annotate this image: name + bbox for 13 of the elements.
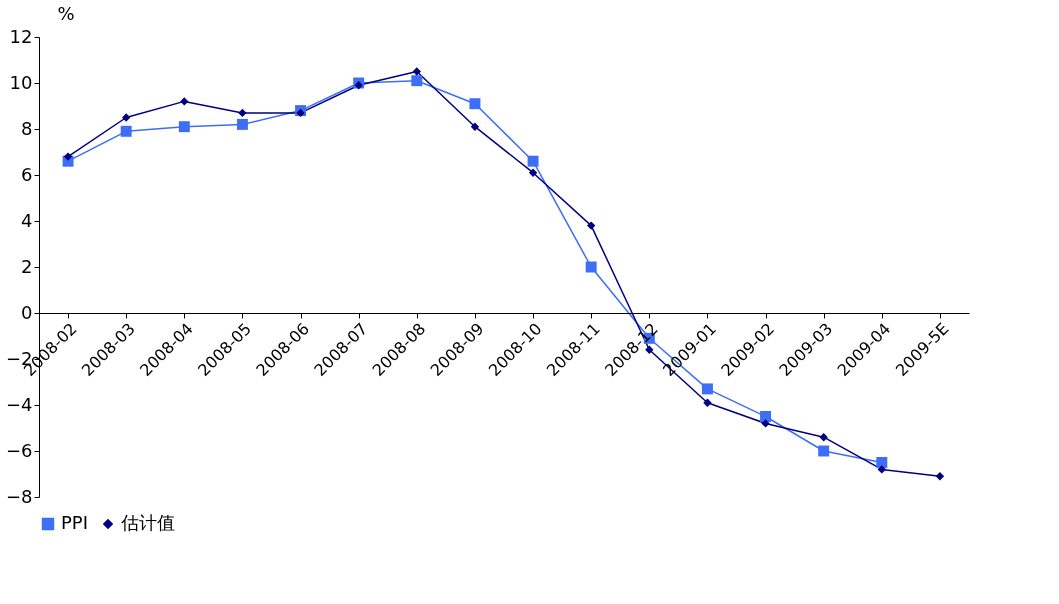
y-tick-label: −6 (5, 439, 33, 461)
y-tick-label: 8 (21, 117, 33, 139)
legend-label: 估计值 (120, 512, 175, 533)
y-tick-label: 2 (21, 255, 33, 277)
y-axis-title: % (57, 2, 75, 24)
y-tick-label: −4 (5, 393, 33, 415)
y-tick-label: −8 (5, 485, 33, 507)
y-tick-label: 10 (9, 71, 33, 93)
legend-label: PPI (61, 512, 89, 533)
y-tick-label: 12 (9, 25, 33, 47)
y-tick-label: 6 (21, 163, 33, 185)
y-tick-label: 0 (21, 301, 33, 323)
y-tick-label: 4 (21, 209, 33, 231)
